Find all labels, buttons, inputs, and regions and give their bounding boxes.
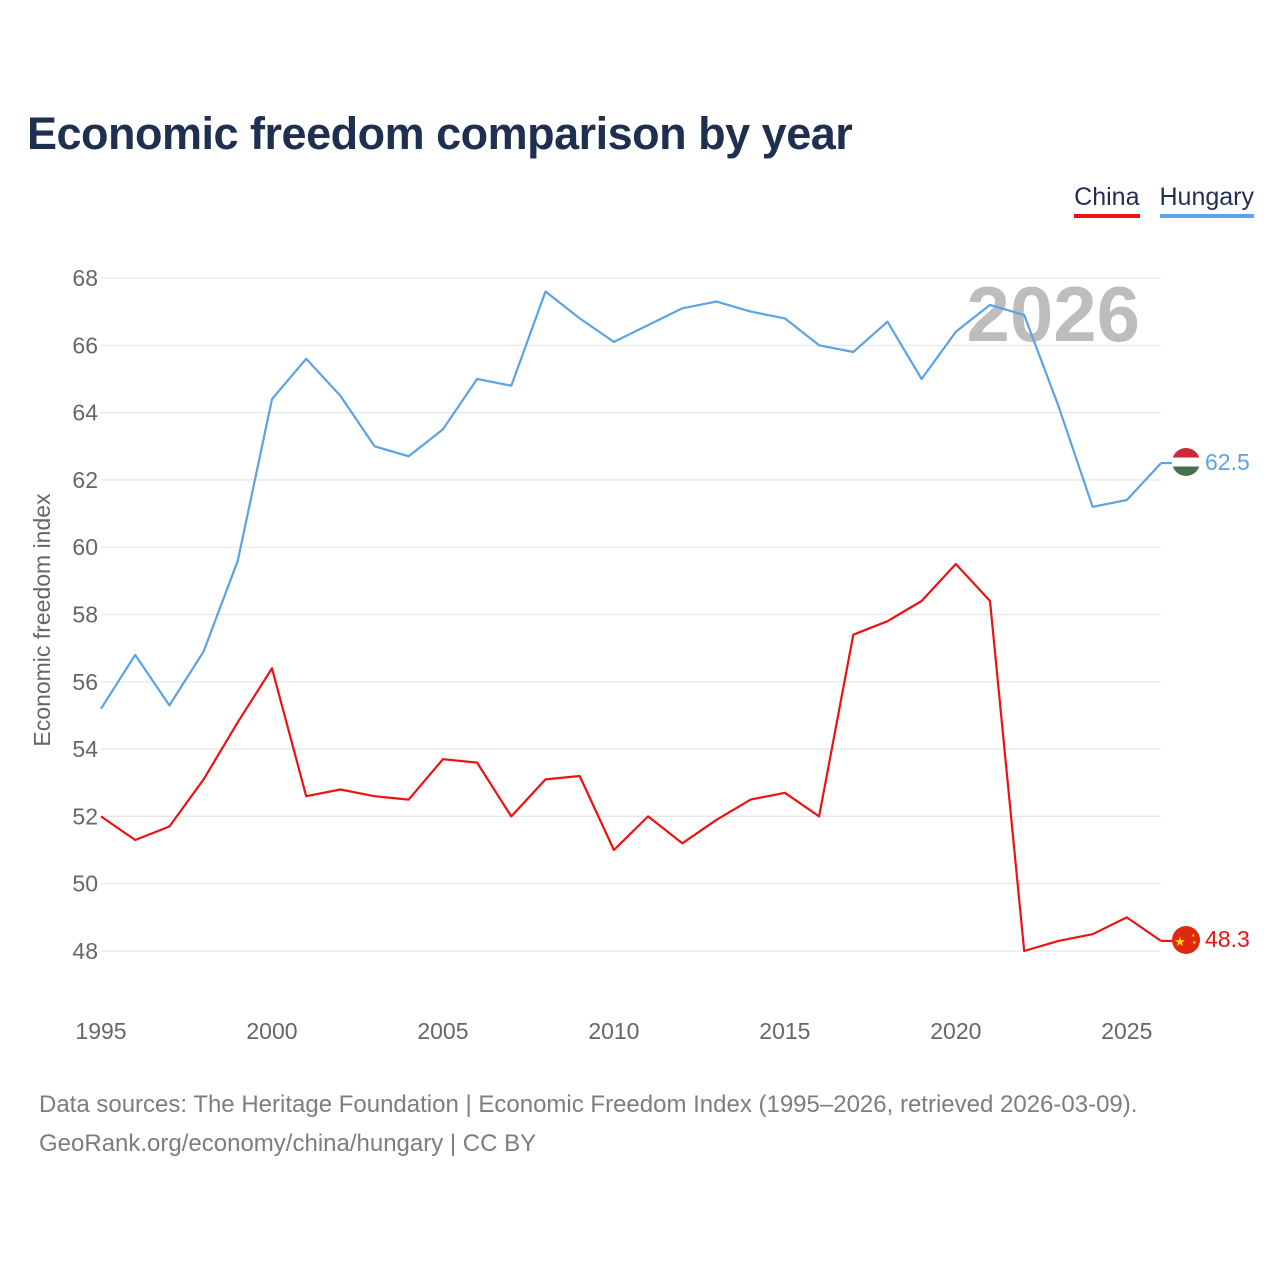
year-watermark: 2026 — [966, 270, 1140, 358]
y-tick-label: 58 — [72, 602, 98, 628]
x-tick-label: 2025 — [1101, 1018, 1152, 1044]
series — [100, 290, 1172, 953]
footer-link[interactable]: GeoRank.org/economy/china/hungary | CC B… — [39, 1130, 537, 1157]
x-tick-label: 1995 — [75, 1018, 126, 1044]
grid — [101, 277, 1161, 952]
y-axis-title: Economic freedom index — [29, 493, 55, 747]
y-tick-label: 56 — [72, 669, 98, 695]
y-tick-label: 68 — [72, 265, 98, 291]
x-tick-label: 2005 — [417, 1018, 468, 1044]
y-tick-label: 52 — [72, 803, 98, 829]
x-tick-label: 2020 — [930, 1018, 981, 1044]
x-tick-label: 2010 — [588, 1018, 639, 1044]
legend-item-hungary[interactable]: Hungary — [1159, 183, 1254, 218]
legend-item-china[interactable]: China — [1074, 183, 1140, 218]
end-value-hungary: 62.5 — [1205, 449, 1250, 475]
series-line-hungary[interactable] — [100, 290, 1162, 710]
x-tick-label: 2015 — [759, 1018, 810, 1044]
y-tick-label: 60 — [72, 534, 98, 560]
legend: China Hungary — [1074, 183, 1254, 218]
footer-sources: Data sources: The Heritage Foundation | … — [39, 1091, 1138, 1118]
hungary-flag-icon — [1172, 448, 1200, 476]
y-tick-label: 50 — [72, 871, 98, 897]
axis-ticks: 48 50 52 54 56 58 60 62 64 66 68 1995 2000 2005 2010 20… — [72, 265, 1152, 1044]
footer: Data sources: The Heritage Foundation | … — [39, 1085, 1137, 1163]
x-tick-label: 2000 — [246, 1018, 297, 1044]
y-tick-label: 48 — [72, 938, 98, 964]
series-line-china[interactable] — [100, 562, 1162, 953]
china-flag-icon: ★ ★ ★ — [1172, 926, 1200, 954]
y-tick-label: 66 — [72, 332, 98, 358]
end-value-china: 48.3 — [1205, 926, 1250, 952]
y-tick-label: 64 — [72, 400, 98, 426]
y-tick-label: 54 — [72, 736, 98, 762]
chart-title: Economic freedom comparison by year — [27, 108, 853, 159]
y-tick-label: 62 — [72, 467, 98, 493]
svg-text:★: ★ — [1192, 940, 1197, 946]
svg-text:★: ★ — [1191, 933, 1196, 939]
svg-text:★: ★ — [1174, 935, 1186, 950]
